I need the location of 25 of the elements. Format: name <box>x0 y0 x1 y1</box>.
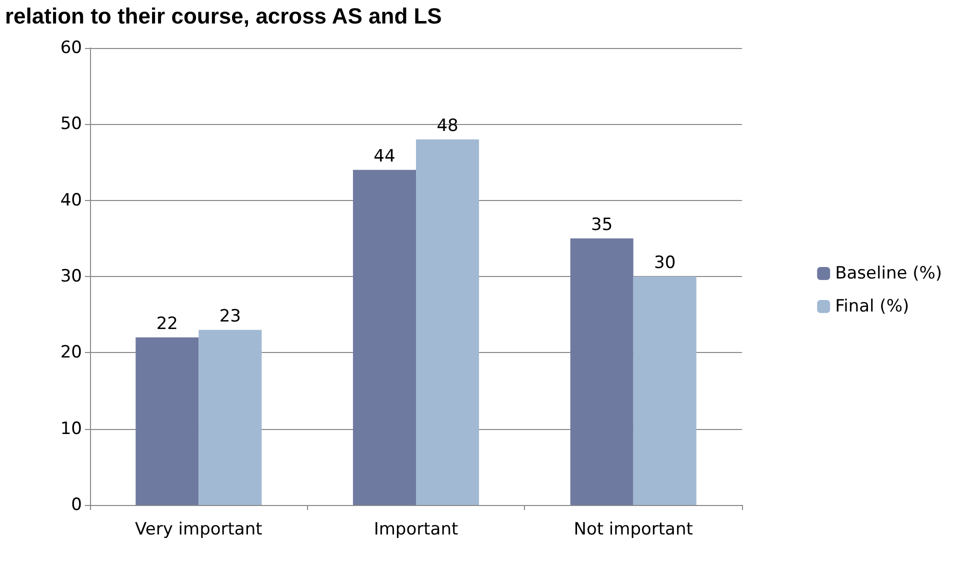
y-tick-label: 20 <box>60 342 82 363</box>
x-tick-label: Not important <box>574 520 694 540</box>
data-label: 22 <box>156 314 178 334</box>
data-label: 44 <box>374 146 396 166</box>
legend-label: Baseline (%) <box>835 264 942 284</box>
y-tick-label: 10 <box>60 418 82 439</box>
y-tick-label: 0 <box>71 495 82 515</box>
data-label: 23 <box>219 306 241 326</box>
bar <box>416 139 480 505</box>
y-tick-label: 40 <box>60 190 82 210</box>
y-tick-label: 60 <box>60 38 82 58</box>
bar <box>633 276 696 505</box>
bar <box>198 330 262 505</box>
bar <box>352 170 416 505</box>
x-tick-label: Very important <box>135 520 263 540</box>
y-tick-label: 50 <box>60 114 82 134</box>
data-label: 35 <box>591 214 613 235</box>
x-tick-label: Important <box>374 520 458 540</box>
bar <box>136 337 199 505</box>
legend-label: Final (%) <box>835 296 910 316</box>
y-tick-label: 30 <box>60 266 82 286</box>
data-label: 48 <box>436 116 458 136</box>
chart-title: relation to their course, across AS and LS <box>5 4 442 28</box>
bar <box>570 238 634 505</box>
data-label: 30 <box>654 253 676 273</box>
